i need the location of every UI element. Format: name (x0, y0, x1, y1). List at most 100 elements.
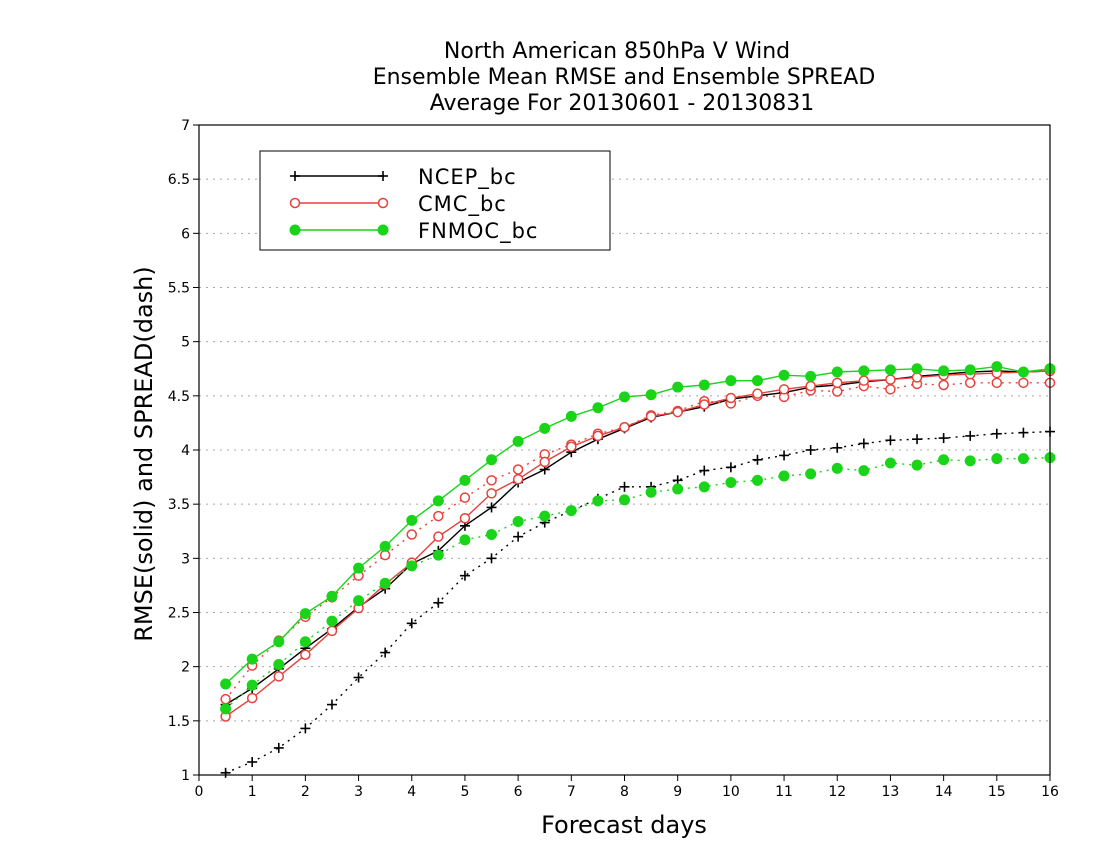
series-CMC_bc-spread-point (938, 379, 949, 391)
series-NCEP_bc-spread-point (326, 699, 337, 710)
y-tick-label: 3.5 (168, 497, 190, 513)
series-CMC_bc-rmse-point (725, 392, 737, 404)
x-tick-label: 16 (1041, 784, 1059, 800)
series-CMC_bc-spread-point (832, 386, 843, 397)
series-FNMOC_bc-rmse-point (406, 514, 418, 526)
series-FNMOC_bc-spread-point (353, 595, 365, 607)
y-tick-label: 5.5 (168, 281, 190, 297)
series-NCEP_bc-spread-point (433, 597, 444, 608)
series-FNMOC_bc-rmse-point (858, 365, 870, 377)
series-FNMOC_bc-spread-point (1017, 453, 1029, 465)
x-tick-label: 8 (620, 784, 629, 800)
legend-marker-end-CMC_bc (377, 197, 389, 209)
legend-marker-end-NCEP_bc (378, 171, 388, 181)
x-tick-label: 0 (195, 784, 204, 800)
series-layer (220, 361, 1056, 778)
series-NCEP_bc-spread-line (225, 430, 1051, 774)
series-FNMOC_bc-spread-point (246, 679, 258, 691)
series-FNMOC_bc-spread-point (539, 510, 551, 522)
series-NCEP_bc-spread-point (805, 445, 816, 455)
series-NCEP_bc-spread-point (991, 428, 1002, 439)
series-FNMOC_bc-rmse-point (645, 389, 657, 401)
series-FNMOC_bc-rmse-point (725, 375, 737, 387)
series-CMC_bc-rmse-point (858, 375, 870, 386)
series-NCEP_bc-spread-point (300, 723, 311, 734)
series-CMC_bc-rmse-point (911, 372, 923, 383)
series-FNMOC_bc-rmse-point (592, 402, 604, 414)
x-tick-label: 13 (882, 784, 900, 800)
series-NCEP_bc-spread-point (247, 757, 258, 767)
legend-marker-end-FNMOC_bc (377, 224, 389, 236)
series-FNMOC_bc-rmse-point (539, 422, 551, 434)
series-FNMOC_bc-spread-point (991, 453, 1003, 465)
series-FNMOC_bc-rmse-point (831, 366, 843, 378)
series-FNMOC_bc-spread-point (619, 494, 630, 506)
series-FNMOC_bc-rmse-point (565, 410, 577, 422)
series-CMC_bc-rmse-point (486, 488, 497, 499)
series-FNMOC_bc-spread-point (592, 495, 604, 507)
legend-marker-start-FNMOC_bc (289, 224, 301, 236)
series-FNMOC_bc-spread-point (273, 659, 285, 670)
series-FNMOC_bc-rmse-point (379, 540, 391, 552)
series-CMC_bc-rmse-point (832, 377, 843, 389)
series-FNMOC_bc-rmse-point (432, 495, 444, 507)
series-FNMOC_bc-spread-point (565, 505, 577, 517)
series-CMC_bc-spread-point (885, 384, 896, 395)
series-FNMOC_bc-spread-point (379, 577, 391, 589)
y-tick-label: 4.5 (168, 389, 190, 405)
x-tick-label: 12 (828, 784, 846, 800)
y-tick-label: 1 (181, 768, 190, 784)
series-FNMOC_bc-rmse-point (751, 375, 763, 387)
series-CMC_bc-rmse-point (699, 399, 710, 410)
series-FNMOC_bc-spread-point (751, 474, 763, 486)
x-tick-label: 11 (775, 784, 793, 800)
legend-box (259, 150, 611, 251)
series-FNMOC_bc-rmse-point (220, 678, 232, 690)
series-FNMOC_bc-rmse-point (1017, 366, 1029, 378)
y-tick-label: 7 (181, 118, 190, 134)
series-FNMOC_bc-spread-point (698, 481, 710, 493)
series-FNMOC_bc-spread-point (964, 455, 976, 467)
series-FNMOC_bc-spread-point (884, 457, 896, 469)
series-FNMOC_bc-rmse-point (991, 361, 1003, 373)
series-FNMOC_bc-spread-line (225, 456, 1051, 710)
series-NCEP_bc-spread-point (486, 553, 497, 564)
series-FNMOC_bc-spread-point (432, 549, 444, 561)
x-tick-label: 2 (301, 784, 310, 800)
x-tick-label: 10 (722, 784, 740, 800)
series-NCEP_bc-spread-point (513, 531, 524, 542)
series-FNMOC_bc-rmse-point (273, 636, 285, 648)
y-tick-label: 6.5 (168, 172, 190, 188)
series-FNMOC_bc-rmse-point (672, 381, 684, 393)
y-tick-label: 2 (181, 660, 190, 676)
series-FNMOC_bc-spread-point (406, 560, 418, 572)
series-NCEP_bc-spread-point (619, 481, 630, 492)
x-tick-label: 14 (935, 784, 953, 800)
series-CMC_bc-spread-point (1018, 377, 1029, 389)
chart-title-line-3: Average For 20130601 - 20130831 (430, 91, 815, 116)
series-CMC_bc-rmse-point (805, 380, 816, 392)
series-CMC_bc-spread-point (433, 510, 444, 522)
legend-label-NCEP_bc: NCEP_bc (418, 165, 517, 190)
y-tick-label: 1.5 (168, 714, 190, 730)
series-NCEP_bc-spread-point (938, 433, 949, 444)
series-CMC_bc-spread-line (225, 382, 1050, 700)
series-FNMOC_bc-spread-point (459, 534, 471, 546)
series-CMC_bc-rmse-point (539, 456, 550, 468)
series-FNMOC_bc-rmse-point (938, 365, 950, 377)
series-CMC_bc-rmse-point (246, 692, 258, 704)
series-FNMOC_bc-rmse-point (778, 369, 790, 381)
series-CMC_bc-rmse-point (566, 441, 577, 452)
legend-label-CMC_bc: CMC_bc (418, 192, 507, 217)
series-NCEP_bc-spread-point (220, 767, 231, 778)
y-tick-label: 3 (181, 551, 190, 567)
series-FNMOC_bc-rmse-line (225, 365, 1051, 685)
series-CMC_bc-spread-point (459, 492, 471, 503)
series-CMC_bc-rmse-point (300, 649, 311, 660)
series-FNMOC_bc-spread-point (512, 516, 524, 527)
series-FNMOC_bc-rmse-point (459, 474, 471, 486)
series-CMC_bc-spread-point (379, 549, 391, 561)
series-NCEP_bc-spread-point (858, 438, 869, 449)
